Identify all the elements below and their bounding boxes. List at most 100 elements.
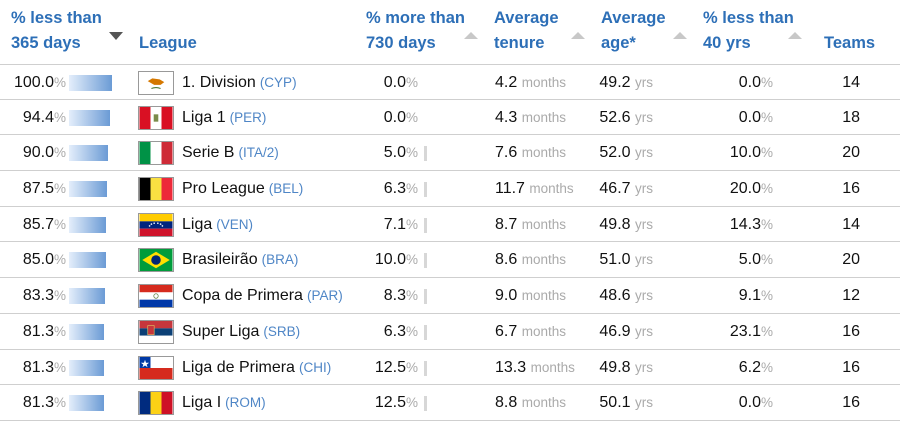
age-number: 49.2 bbox=[599, 74, 631, 91]
tenure-number: 7.6 bbox=[495, 144, 518, 162]
age-number: 46.9 bbox=[599, 322, 631, 340]
header-more-730-line2: 730 days bbox=[366, 34, 436, 52]
league-link[interactable]: Liga 1 (PER) bbox=[182, 108, 266, 128]
table-row: 85.7% Liga (VEN) 7.1% 8.7 months 49.8 yrs 14.3… bbox=[0, 207, 900, 243]
more-730-bar bbox=[424, 396, 427, 412]
age-number: 51.0 bbox=[599, 251, 631, 269]
age-value: 52.0 yrs bbox=[599, 143, 653, 163]
league-link[interactable]: Liga I (ROM) bbox=[182, 393, 266, 413]
header-league[interactable]: League bbox=[139, 31, 197, 56]
sort-desc-icon[interactable] bbox=[109, 32, 123, 40]
league-link[interactable]: Liga de Primera (CHI) bbox=[182, 358, 331, 378]
tenure-number: 13.3 bbox=[495, 358, 527, 376]
league-name[interactable]: Brasileirão bbox=[182, 251, 258, 269]
age-value: 49.8 yrs bbox=[599, 215, 653, 235]
league-name[interactable]: Super Liga bbox=[182, 322, 260, 340]
teams-number: 20 bbox=[842, 251, 860, 269]
sort-idle-icon[interactable] bbox=[788, 32, 802, 39]
yrs-unit: yrs bbox=[635, 323, 653, 339]
more-730-value: 12.5% bbox=[375, 393, 418, 413]
pct-unit: % bbox=[53, 181, 66, 197]
more-730-number: 7.1 bbox=[383, 215, 406, 233]
sort-idle-icon[interactable] bbox=[673, 32, 687, 39]
yrs-unit: yrs bbox=[635, 145, 653, 161]
header-teams[interactable]: Teams bbox=[824, 31, 875, 56]
more-730-value: 0.0% bbox=[384, 73, 418, 93]
league-link[interactable]: Brasileirão (BRA) bbox=[182, 250, 298, 270]
header-average-age[interactable]: Average age* bbox=[601, 6, 666, 56]
league-link[interactable]: Pro League (BEL) bbox=[182, 179, 303, 199]
league-name[interactable]: Copa de Primera bbox=[182, 287, 303, 305]
months-unit: months bbox=[521, 216, 566, 232]
yrs-unit: yrs bbox=[635, 395, 653, 411]
age-number: 52.0 bbox=[599, 144, 631, 162]
teams-value: 12 bbox=[842, 286, 860, 306]
pct-unit: % bbox=[760, 288, 773, 304]
less-40-number: 14.3 bbox=[729, 215, 761, 233]
league-name[interactable]: Serie B bbox=[182, 144, 235, 162]
yrs-unit: yrs bbox=[635, 181, 653, 197]
league-link[interactable]: Serie B (ITA/2) bbox=[182, 143, 279, 163]
less-365-bar bbox=[69, 145, 108, 162]
teams-number: 20 bbox=[842, 144, 860, 162]
league-name[interactable]: Liga I bbox=[182, 394, 222, 412]
sort-idle-icon[interactable] bbox=[464, 32, 478, 39]
more-730-value: 8.3% bbox=[384, 286, 418, 306]
more-730-number: 6.3 bbox=[383, 322, 406, 340]
teams-number: 12 bbox=[842, 287, 860, 305]
less-40-value: 20.0% bbox=[730, 179, 773, 199]
league-link[interactable]: 1. Division (CYP) bbox=[182, 73, 297, 93]
header-less-40-yrs[interactable]: % less than 40 yrs bbox=[703, 6, 794, 56]
less-365-bar bbox=[69, 395, 104, 412]
country-code: (ITA/2) bbox=[238, 145, 279, 161]
league-name[interactable]: Liga 1 bbox=[182, 108, 226, 126]
pct-unit: % bbox=[760, 145, 773, 161]
header-average-tenure[interactable]: Average tenure bbox=[494, 6, 559, 56]
league-link[interactable]: Copa de Primera (PAR) bbox=[182, 286, 343, 306]
months-unit: months bbox=[521, 323, 566, 339]
league-name[interactable]: Liga bbox=[182, 215, 213, 233]
header-less-365-days[interactable]: % less than 365 days bbox=[11, 6, 102, 56]
table-row: 87.5% Pro League (BEL) 6.3% 11.7 months 46.7 … bbox=[0, 171, 900, 207]
country-code: (BRA) bbox=[261, 252, 299, 268]
table-header: % less than 365 days League % more than … bbox=[0, 0, 900, 64]
romania-flag-icon bbox=[138, 391, 174, 416]
teams-value: 14 bbox=[842, 215, 860, 235]
league-link[interactable]: Liga (VEN) bbox=[182, 215, 253, 235]
table-row: 81.3% Super Liga (SRB) 6.3% 6.7 months 46.9 y… bbox=[0, 314, 900, 350]
country-code: (CHI) bbox=[298, 359, 332, 375]
sort-idle-icon[interactable] bbox=[571, 32, 585, 39]
less-365-value: 85.7% bbox=[23, 215, 66, 235]
header-tenure-line2: tenure bbox=[494, 34, 545, 52]
less-40-number: 5.0 bbox=[738, 251, 761, 269]
country-code: (PAR) bbox=[306, 288, 343, 304]
yrs-unit: yrs bbox=[635, 216, 653, 232]
less-365-bar bbox=[69, 323, 104, 340]
less-365-value: 90.0% bbox=[23, 143, 66, 163]
italy-flag-icon bbox=[138, 141, 174, 166]
league-name[interactable]: Pro League bbox=[182, 180, 265, 198]
league-link[interactable]: Super Liga (SRB) bbox=[182, 322, 300, 342]
tenure-value: 8.6 months bbox=[495, 250, 566, 270]
table-row: 100.0% 1. Division (CYP) 0.0% 4.2 months 49.2… bbox=[0, 64, 900, 100]
league-name[interactable]: Liga de Primera bbox=[182, 358, 295, 376]
chile-flag-icon bbox=[138, 355, 174, 380]
less-40-value: 9.1% bbox=[739, 286, 773, 306]
cyprus-flag-icon bbox=[138, 71, 174, 95]
less-365-number: 85.7 bbox=[22, 215, 54, 233]
brazil-flag-icon bbox=[138, 248, 174, 273]
pct-unit: % bbox=[53, 288, 66, 304]
league-name[interactable]: 1. Division bbox=[182, 74, 256, 91]
country-code: (ROM) bbox=[225, 395, 266, 411]
less-365-bar bbox=[69, 288, 105, 305]
country-code: (SRB) bbox=[263, 323, 301, 339]
less-365-bar bbox=[69, 359, 104, 376]
less-365-value: 100.0% bbox=[14, 73, 66, 93]
more-730-value: 10.0% bbox=[375, 250, 418, 270]
pct-unit: % bbox=[405, 395, 418, 411]
table-row: 94.4% Liga 1 (PER) 0.0% 4.3 months 52.6 yrs 0.… bbox=[0, 100, 900, 136]
pct-unit: % bbox=[405, 323, 418, 339]
header-more-730-days[interactable]: % more than 730 days bbox=[366, 6, 465, 56]
header-less-40-line2: 40 yrs bbox=[703, 34, 751, 52]
tenure-number: 8.8 bbox=[495, 394, 518, 412]
